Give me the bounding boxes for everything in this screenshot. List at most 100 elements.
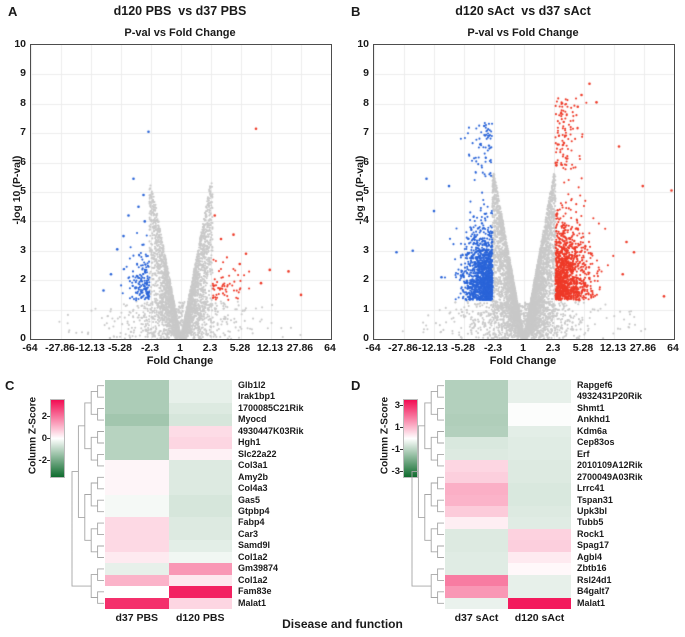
heatmap-cell (508, 494, 571, 507)
gene-label: Lrrc41 (577, 483, 605, 494)
heatmap-cell (445, 483, 508, 495)
gene-label: Tspan31 (577, 494, 613, 505)
heatmap-cell (445, 528, 508, 541)
heatmap-cell (105, 437, 169, 450)
gene-label: Hgh1 (238, 437, 261, 448)
x-tick-label: -64 (22, 342, 38, 354)
heatmap-cell (105, 597, 169, 610)
gene-label: Agbl4 (577, 551, 603, 562)
heatmap-cell (445, 574, 508, 587)
colorbar-tick-mark (47, 437, 50, 439)
heatmap-d-dendrogram (411, 385, 444, 604)
heatmap-cell (105, 483, 169, 495)
gene-label: Rsl24d1 (577, 574, 612, 585)
heatmap-cell (508, 586, 571, 599)
x-tick-label: -64 (365, 342, 381, 354)
heatmap-cell (508, 551, 571, 564)
heatmap-d-colorbar (403, 399, 418, 478)
y-tick-label: 3 (20, 243, 26, 256)
heatmap-cell (445, 563, 508, 576)
heatmap-cell (168, 437, 232, 450)
heatmap-cell (508, 402, 571, 415)
heatmap-cell (445, 597, 508, 610)
heatmap-cell (508, 425, 571, 438)
colorbar-tick-label: -2 (38, 454, 47, 466)
heatmap-cell (508, 597, 571, 610)
heatmap-column-label: d37 PBS (115, 612, 159, 624)
colorbar-tick-label: -3 (391, 465, 400, 477)
y-tick-label: 6 (20, 155, 26, 168)
heatmap-cell (445, 380, 508, 392)
y-tick-label: 6 (363, 155, 369, 168)
gene-label: Col4a3 (238, 483, 268, 494)
heatmap-cell (105, 460, 169, 473)
heatmap-c-grid (105, 380, 232, 610)
gene-label: Fam83e (238, 586, 272, 597)
gene-label: Col1a2 (238, 551, 268, 562)
heatmap-cell (508, 505, 571, 518)
heatmap-cell (105, 540, 169, 553)
gene-label: B4galt7 (577, 586, 610, 597)
heatmap-cell (105, 505, 169, 518)
gene-label: Malat1 (238, 597, 267, 608)
heatmap-cell (168, 563, 232, 576)
colorbar-tick-mark (400, 404, 403, 406)
gene-label: Col3a1 (238, 460, 268, 471)
figure-caption: Disease and function (282, 617, 403, 631)
heatmap-cell (508, 563, 571, 576)
heatmap-cell (445, 402, 508, 415)
x-tick-label: -12.13 (418, 342, 448, 354)
x-tick-label: 5.28 (229, 342, 251, 354)
heatmap-cell (168, 574, 232, 587)
heatmap-cell (168, 425, 232, 438)
gene-label: Irak1bp1 (238, 391, 276, 402)
heatmap-cell (445, 551, 508, 564)
heatmap-c-dendrogram (71, 385, 104, 604)
y-tick-label: 2 (363, 273, 369, 286)
volcano-a-subtitle: P-val vs Fold Change (124, 27, 236, 39)
gene-label: Slc22a22 (238, 448, 277, 459)
x-tick-label: -5.28 (108, 342, 132, 354)
gene-label: Col1a2 (238, 574, 268, 585)
heatmap-cell (508, 391, 571, 404)
y-tick-label: 8 (363, 96, 369, 109)
heatmap-cell (168, 494, 232, 507)
gene-label: Malat1 (577, 597, 606, 608)
heatmap-cell (105, 402, 169, 415)
heatmap-cell (445, 586, 508, 599)
gene-label: Ankhd1 (577, 414, 611, 425)
y-tick-label: 4 (363, 214, 369, 227)
x-tick-label: 2.3 (545, 342, 561, 354)
volcano-a-title: d120 PBS vs d37 PBS (113, 4, 247, 18)
heatmap-cell (105, 380, 169, 392)
heatmap-cell (168, 391, 232, 404)
y-tick-label: 5 (363, 185, 369, 197)
heatmap-cell (105, 494, 169, 507)
heatmap-cell (105, 414, 169, 427)
y-tick-label: 3 (363, 243, 369, 256)
x-tick-label: -2.3 (483, 342, 503, 354)
heatmap-cell (168, 460, 232, 473)
colorbar-tick-label: 0 (41, 432, 47, 444)
volcano-b-title: d120 sAct vs d37 sAct (455, 4, 591, 18)
x-tick-label: -27.86 (45, 342, 75, 354)
volcano-b-subtitle: P-val vs Fold Change (467, 27, 579, 39)
y-tick-label: 10 (14, 38, 26, 50)
x-tick-label: 27.86 (286, 342, 314, 354)
gene-label: 2700049A03Rik (577, 471, 643, 482)
gene-label: Zbtb16 (577, 563, 607, 574)
y-tick-label: 9 (20, 67, 26, 80)
volcano-b-plot (373, 44, 675, 340)
heatmap-cell (445, 448, 508, 461)
gene-label: Upk3bl (577, 505, 608, 516)
heatmap-cell (508, 460, 571, 473)
y-tick-label: 1 (363, 302, 369, 315)
colorbar-tick-mark (400, 470, 403, 472)
gene-label: Glb1l2 (238, 380, 266, 390)
gene-label: 1700085C21Rik (238, 402, 304, 413)
y-tick-label: 1 (20, 302, 26, 315)
heatmap-cell (105, 586, 169, 599)
heatmap-cell (105, 448, 169, 461)
gene-label: Kdm6a (577, 425, 608, 436)
gene-label: Myocd (238, 414, 267, 425)
